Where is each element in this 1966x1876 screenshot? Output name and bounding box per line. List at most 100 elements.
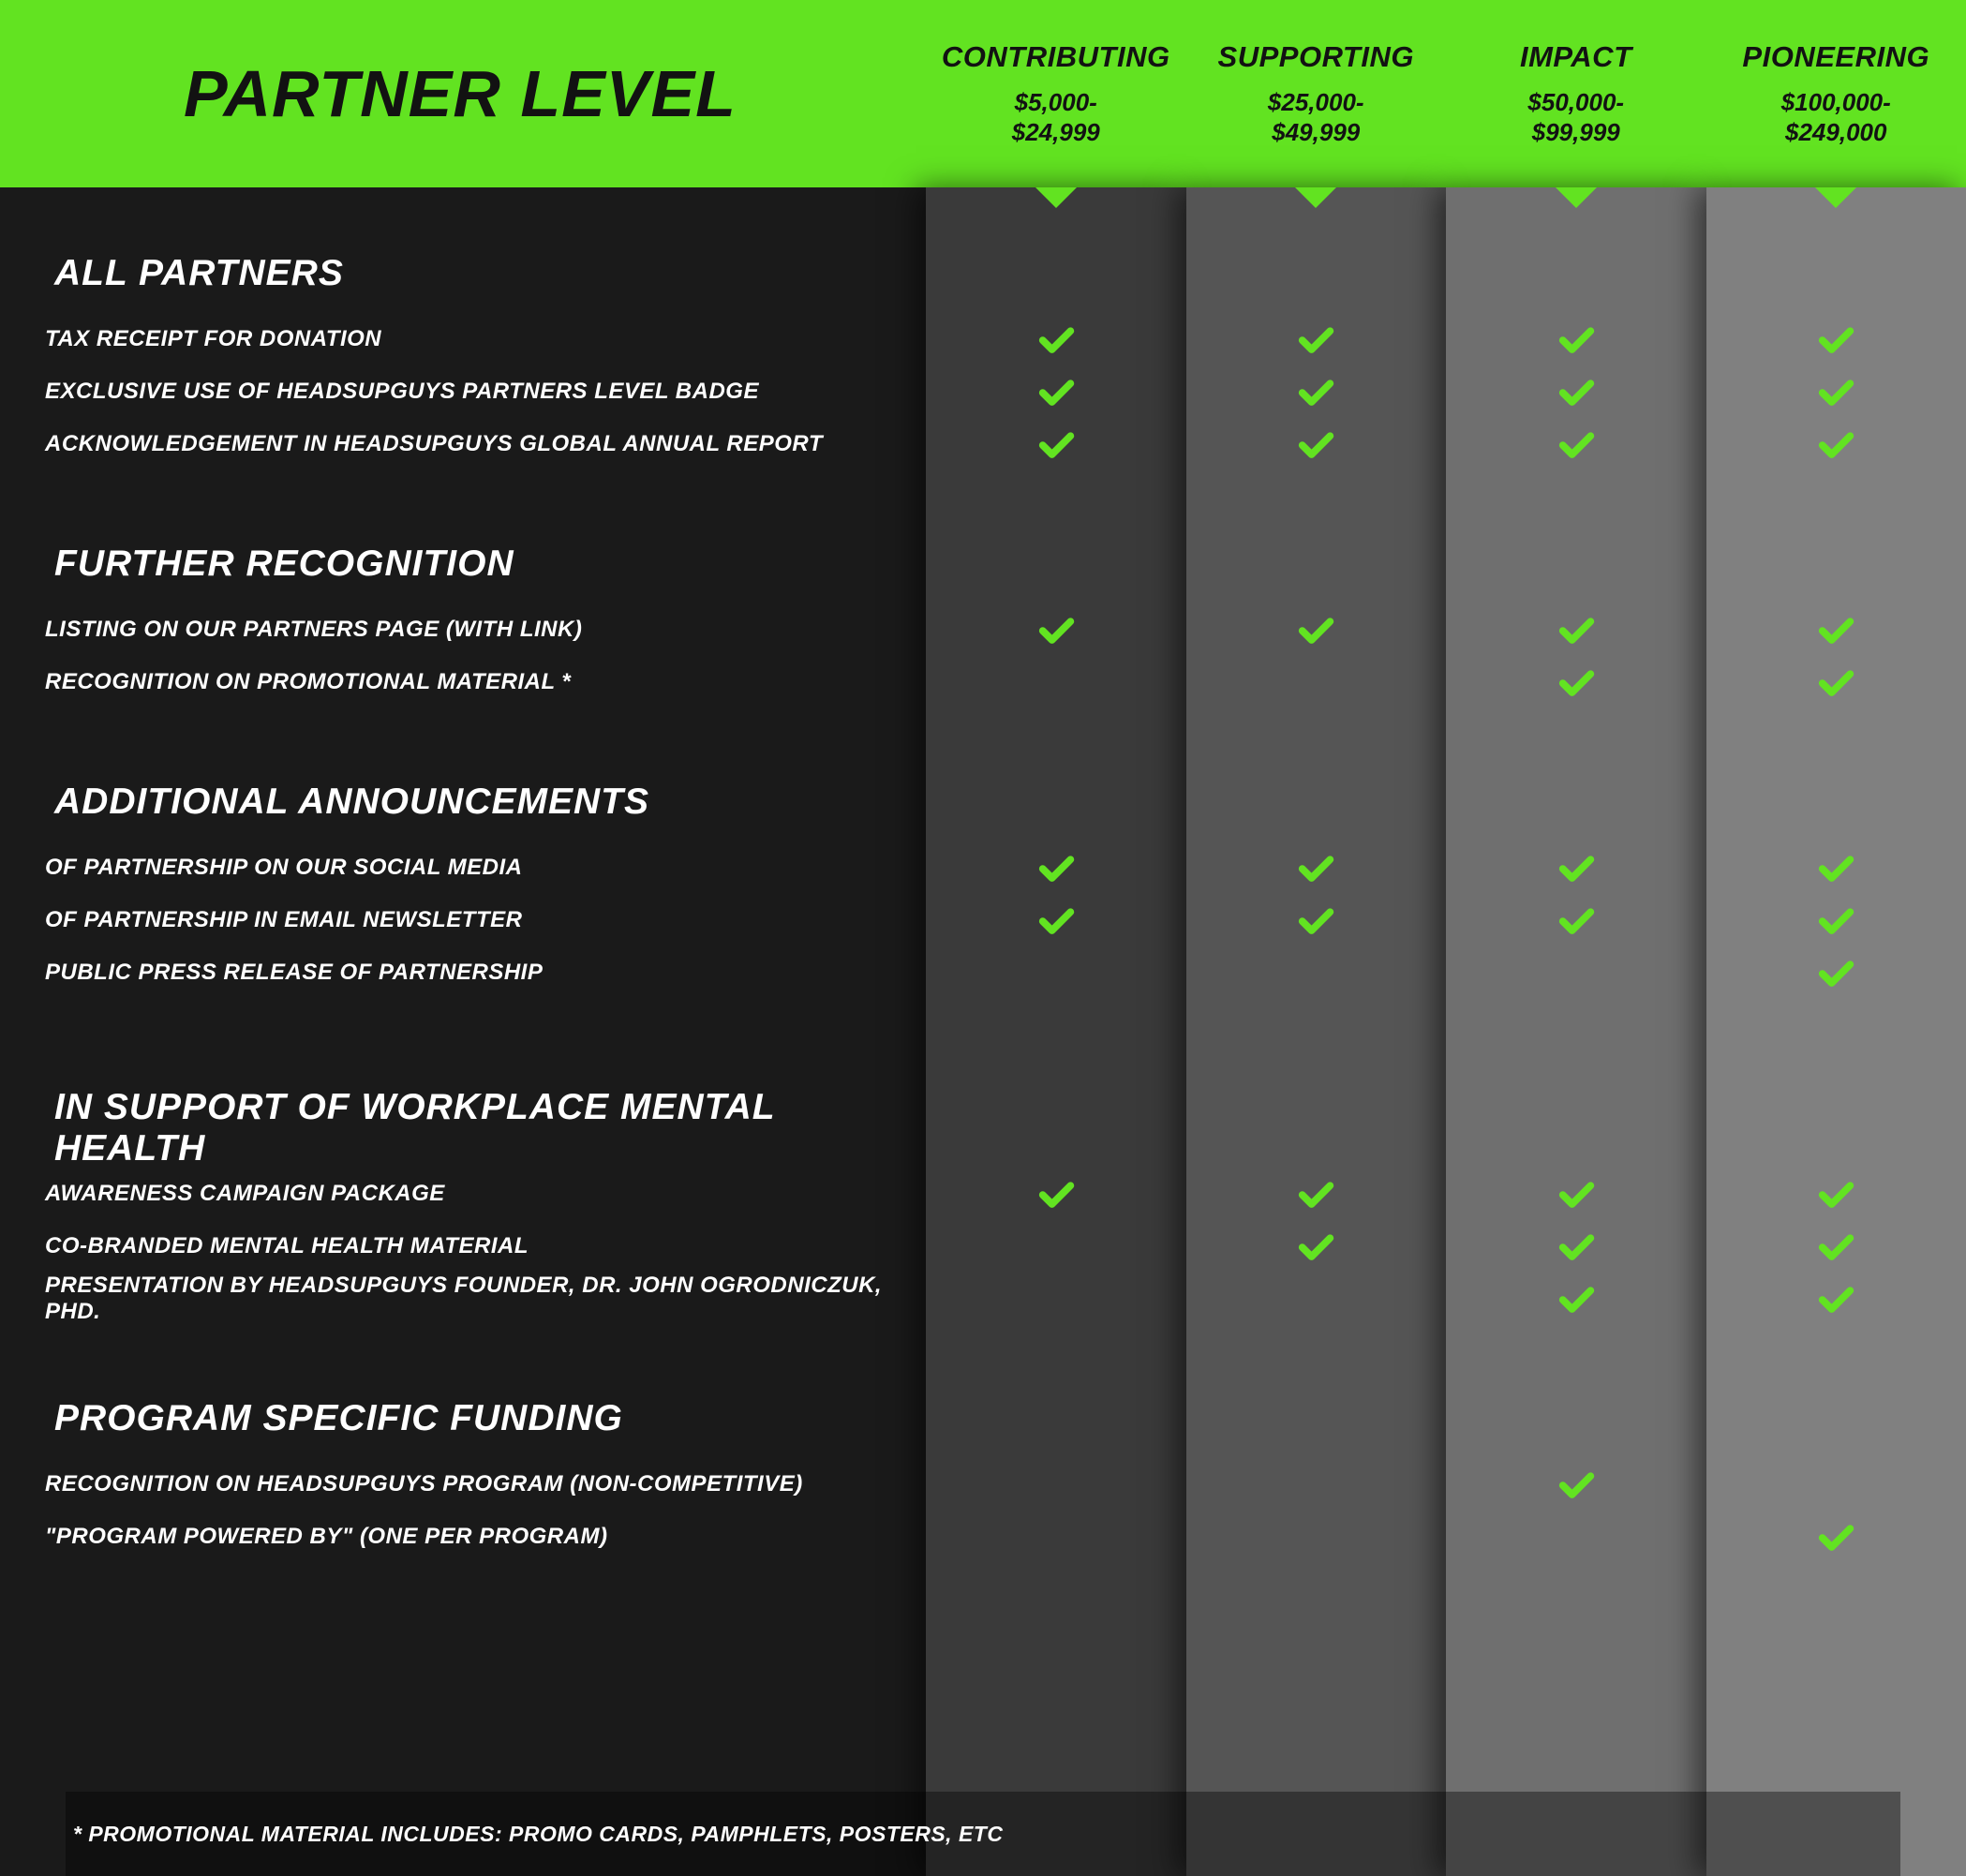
section-heading: FURTHER RECOGNITION (45, 525, 926, 603)
benefit-label: LISTING ON OUR PARTNERS PAGE (WITH LINK) (45, 617, 582, 643)
benefit-label: "PROGRAM POWERED BY" (ONE PER PROGRAM) (45, 1524, 607, 1550)
section-heading-text: IN SUPPORT OF WORKPLACE MENTAL HEALTH (54, 1087, 926, 1169)
empty-cell (926, 1220, 1186, 1273)
check-icon (1446, 1273, 1706, 1325)
section-heading-text: FURTHER RECOGNITION (54, 543, 514, 585)
empty-cell (926, 1273, 1186, 1325)
tier-price: $25,000- $49,999 (1268, 87, 1364, 148)
benefit-row: "PROGRAM POWERED BY" (ONE PER PROGRAM) (45, 1511, 926, 1563)
tier-name: PIONEERING (1742, 40, 1929, 74)
check-icon (1706, 313, 1966, 365)
empty-cell (1446, 1511, 1706, 1563)
check-icon (1446, 418, 1706, 470)
empty-cell (926, 656, 1186, 708)
tier-column-contributing (926, 187, 1186, 1876)
empty-cell (1186, 1458, 1447, 1511)
benefit-row: RECOGNITION ON PROMOTIONAL MATERIAL * (45, 656, 926, 708)
benefit-row: TAX RECEIPT FOR DONATION (45, 313, 926, 365)
benefit-label: RECOGNITION ON PROMOTIONAL MATERIAL * (45, 669, 571, 695)
section-heading-text: ADDITIONAL ANNOUNCEMENTS (54, 782, 649, 823)
section-heading-text: ALL PARTNERS (54, 253, 344, 294)
tier-price: $100,000- $249,000 (1781, 87, 1891, 148)
check-icon (1446, 1458, 1706, 1511)
empty-cell (926, 1511, 1186, 1563)
benefit-row: OF PARTNERSHIP IN EMAIL NEWSLETTER (45, 894, 926, 946)
benefit-label: OF PARTNERSHIP IN EMAIL NEWSLETTER (45, 907, 522, 933)
empty-cell (926, 946, 1186, 999)
chevron-down-icon (1815, 187, 1856, 208)
check-icon (926, 603, 1186, 656)
section-heading: PROGRAM SPECIFIC FUNDING (45, 1379, 926, 1458)
benefit-row: CO-BRANDED MENTAL HEALTH MATERIAL (45, 1220, 926, 1273)
benefit-label: ACKNOWLEDGEMENT IN HEADSUPGUYS GLOBAL AN… (45, 431, 823, 457)
section-heading: IN SUPPORT OF WORKPLACE MENTAL HEALTH (45, 1089, 926, 1168)
check-icon (1706, 603, 1966, 656)
check-icon (1446, 313, 1706, 365)
chevron-down-icon (1556, 187, 1597, 208)
check-icon (1186, 1220, 1447, 1273)
empty-cell (1446, 946, 1706, 999)
benefit-label: PUBLIC PRESS RELEASE OF PARTNERSHIP (45, 960, 543, 986)
benefit-row: AWARENESS CAMPAIGN PACKAGE (45, 1168, 926, 1220)
check-icon (1706, 365, 1966, 418)
check-icon (1706, 841, 1966, 894)
check-icon (1706, 946, 1966, 999)
empty-cell (1706, 1458, 1966, 1511)
benefit-row: EXCLUSIVE USE OF HEADSUPGUYS PARTNERS LE… (45, 365, 926, 418)
partner-level-table: PARTNER LEVEL CONTRIBUTING $5,000- $24,9… (0, 0, 1966, 1876)
check-icon (1446, 841, 1706, 894)
check-icon (926, 418, 1186, 470)
benefit-row: RECOGNITION ON HEADSUPGUYS PROGRAM (NON-… (45, 1458, 926, 1511)
check-icon (926, 313, 1186, 365)
check-icon (1706, 1273, 1966, 1325)
empty-cell (926, 1458, 1186, 1511)
table-body: ALL PARTNERS TAX RECEIPT FOR DONATION EXCL… (0, 187, 1966, 1876)
row-labels-column: ALL PARTNERS TAX RECEIPT FOR DONATION EXCL… (0, 187, 926, 1876)
benefit-label: RECOGNITION ON HEADSUPGUYS PROGRAM (NON-… (45, 1471, 803, 1497)
check-icon (926, 894, 1186, 946)
check-icon (1706, 656, 1966, 708)
tier-name: CONTRIBUTING (942, 40, 1170, 74)
tier-header-impact: IMPACT $50,000- $99,999 (1446, 0, 1706, 187)
check-icon (926, 365, 1186, 418)
benefit-label: OF PARTNERSHIP ON OUR SOCIAL MEDIA (45, 855, 522, 881)
check-icon (1446, 603, 1706, 656)
benefit-label: CO-BRANDED MENTAL HEALTH MATERIAL (45, 1233, 529, 1259)
check-icon (1706, 894, 1966, 946)
tier-column-pioneering (1706, 187, 1966, 1876)
benefit-row: LISTING ON OUR PARTNERS PAGE (WITH LINK) (45, 603, 926, 656)
check-icon (1186, 603, 1447, 656)
tier-name: SUPPORTING (1218, 40, 1414, 74)
section-heading-text: PROGRAM SPECIFIC FUNDING (54, 1398, 623, 1439)
benefit-label: PRESENTATION BY HEADSUPGUYS FOUNDER, DR.… (45, 1273, 926, 1325)
tier-column-supporting (1186, 187, 1447, 1876)
tier-price: $50,000- $99,999 (1527, 87, 1624, 148)
title-cell: PARTNER LEVEL (0, 0, 926, 187)
chevron-down-icon (1035, 187, 1077, 208)
benefit-label: TAX RECEIPT FOR DONATION (45, 326, 381, 352)
check-icon (1706, 1220, 1966, 1273)
table-header: PARTNER LEVEL CONTRIBUTING $5,000- $24,9… (0, 0, 1966, 187)
check-icon (926, 1168, 1186, 1220)
tier-header-contributing: CONTRIBUTING $5,000- $24,999 (926, 0, 1186, 187)
benefit-row: OF PARTNERSHIP ON OUR SOCIAL MEDIA (45, 841, 926, 894)
check-icon (1186, 365, 1447, 418)
check-icon (1706, 1511, 1966, 1563)
table-title: PARTNER LEVEL (184, 56, 737, 131)
empty-cell (1186, 1511, 1447, 1563)
benefit-row: ACKNOWLEDGEMENT IN HEADSUPGUYS GLOBAL AN… (45, 418, 926, 470)
tier-header-supporting: SUPPORTING $25,000- $49,999 (1186, 0, 1447, 187)
empty-cell (1186, 656, 1447, 708)
check-icon (1186, 1168, 1447, 1220)
benefit-row: PUBLIC PRESS RELEASE OF PARTNERSHIP (45, 946, 926, 999)
footnote-text: * PROMOTIONAL MATERIAL INCLUDES: PROMO C… (73, 1822, 1003, 1847)
chevron-down-icon (1295, 187, 1336, 208)
check-icon (1186, 418, 1447, 470)
benefit-row: PRESENTATION BY HEADSUPGUYS FOUNDER, DR.… (45, 1273, 926, 1325)
footnote-bar: * PROMOTIONAL MATERIAL INCLUDES: PROMO C… (66, 1792, 1900, 1876)
empty-cell (1186, 946, 1447, 999)
benefit-label: EXCLUSIVE USE OF HEADSUPGUYS PARTNERS LE… (45, 379, 759, 405)
benefit-label: AWARENESS CAMPAIGN PACKAGE (45, 1181, 445, 1207)
empty-cell (1186, 1273, 1447, 1325)
check-icon (1186, 841, 1447, 894)
